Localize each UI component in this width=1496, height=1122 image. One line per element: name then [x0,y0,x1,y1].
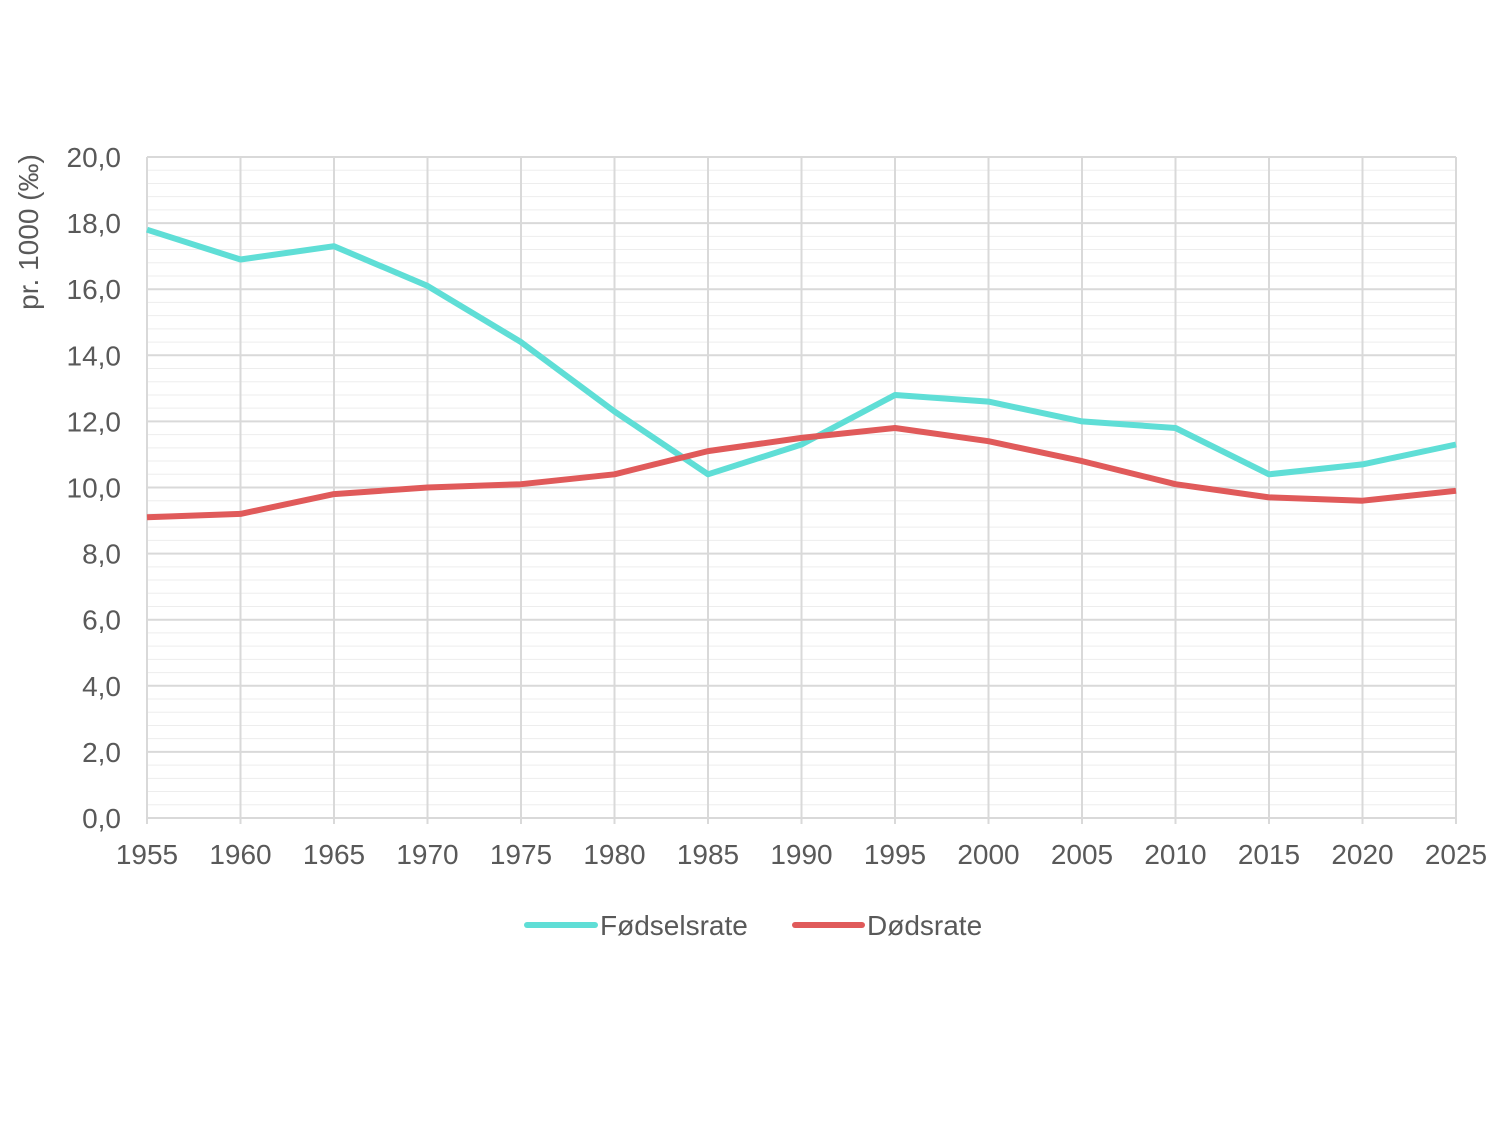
major-gridlines [146,156,1457,819]
y-tick-label: 20,0 [67,142,122,173]
x-tick-label: 1965 [303,839,365,870]
y-tick-label: 6,0 [82,605,121,636]
x-tick-label: 1960 [209,839,271,870]
y-tick-label: 12,0 [67,406,122,437]
x-axis-tick-labels: 1955 1960 1965 1970 1975 1980 1985 1990 1995 2000… [116,839,1487,870]
x-tick-label: 1970 [396,839,458,870]
x-tick-label: 2015 [1238,839,1300,870]
y-tick-label: 14,0 [67,340,122,371]
x-tick-label: 2010 [1144,839,1206,870]
series-lines [146,226,1457,521]
y-axis-tick-labels: 0,0 2,0 4,0 6,0 8,0 10,0 12,0 14,0 16,0 18,0 20,0 [67,142,122,834]
y-tick-label: 4,0 [82,671,121,702]
y-tick-label: 2,0 [82,737,121,768]
series-line [146,425,1457,521]
legend: Fødselsrate Dødsrate [524,910,982,941]
x-tick-label: 1980 [583,839,645,870]
x-axis-ticks [146,818,1457,824]
x-tick-label: 1985 [677,839,739,870]
x-tick-label: 2025 [1425,839,1487,870]
x-tick-label: 2020 [1331,839,1393,870]
y-tick-label: 18,0 [67,208,122,239]
x-tick-label: 2000 [957,839,1019,870]
legend-label: Dødsrate [867,910,982,941]
y-axis-title: pr. 1000 (‰) [13,154,44,310]
y-tick-label: 16,0 [67,274,122,305]
legend-label: Fødselsrate [600,910,748,941]
x-tick-label: 1955 [116,839,178,870]
series-line [146,226,1457,478]
x-tick-label: 1990 [770,839,832,870]
x-tick-label: 1995 [864,839,926,870]
y-tick-label: 0,0 [82,803,121,834]
y-tick-label: 8,0 [82,539,121,570]
x-tick-label: 1975 [490,839,552,870]
y-tick-label: 10,0 [67,473,122,504]
x-tick-label: 2005 [1051,839,1113,870]
